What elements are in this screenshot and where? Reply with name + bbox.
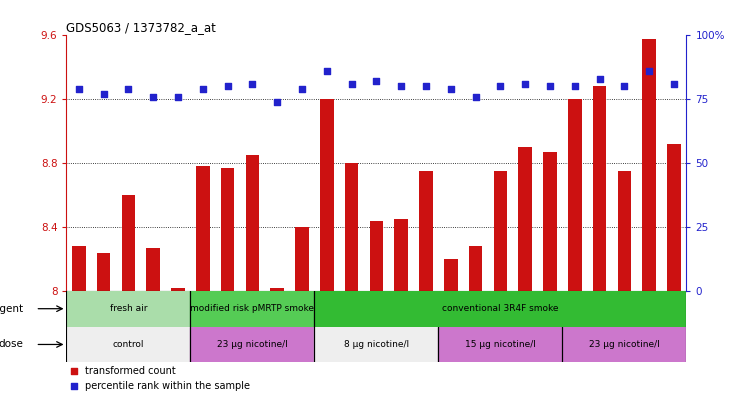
Point <box>469 94 481 100</box>
Point <box>445 86 457 92</box>
Bar <box>295 227 308 291</box>
Bar <box>270 288 284 291</box>
Point <box>668 81 680 87</box>
Text: dose: dose <box>0 340 23 349</box>
Text: 8 μg nicotine/l: 8 μg nicotine/l <box>344 340 409 349</box>
Bar <box>122 195 135 291</box>
Bar <box>314 327 438 362</box>
Point <box>172 94 184 100</box>
Bar <box>146 248 160 291</box>
Bar <box>97 252 111 291</box>
Point <box>221 83 233 90</box>
Text: 15 μg nicotine/l: 15 μg nicotine/l <box>465 340 536 349</box>
Bar <box>171 288 184 291</box>
Bar <box>494 171 507 291</box>
Bar <box>320 99 334 291</box>
Bar <box>469 246 483 291</box>
Point <box>494 83 506 90</box>
Bar <box>314 291 686 327</box>
Point <box>148 94 159 100</box>
Bar <box>190 327 314 362</box>
Text: 23 μg nicotine/l: 23 μg nicotine/l <box>589 340 660 349</box>
Point <box>438 313 450 320</box>
Text: conventional 3R4F smoke: conventional 3R4F smoke <box>442 304 559 313</box>
Text: percentile rank within the sample: percentile rank within the sample <box>85 381 250 391</box>
Point <box>569 83 581 90</box>
Bar <box>568 99 582 291</box>
Bar <box>66 327 190 362</box>
Point <box>438 174 450 180</box>
Bar <box>518 147 532 291</box>
Bar <box>66 291 190 327</box>
Point <box>272 99 283 105</box>
Point <box>246 81 258 87</box>
Point <box>520 81 531 87</box>
Text: modified risk pMRTP smoke: modified risk pMRTP smoke <box>190 304 314 313</box>
Bar <box>562 327 686 362</box>
Bar <box>246 155 259 291</box>
Point <box>618 83 630 90</box>
Bar <box>444 259 458 291</box>
Text: fresh air: fresh air <box>110 304 147 313</box>
Point <box>296 86 308 92</box>
Point <box>97 91 109 97</box>
Text: GDS5063 / 1373782_a_at: GDS5063 / 1373782_a_at <box>66 21 216 34</box>
Point <box>123 86 134 92</box>
Bar <box>190 291 314 327</box>
Bar <box>667 144 680 291</box>
Point <box>370 78 382 84</box>
Point <box>544 83 556 90</box>
Bar <box>221 168 235 291</box>
Bar <box>593 86 607 291</box>
Point <box>644 68 655 74</box>
Point <box>73 86 85 92</box>
Point <box>197 86 209 92</box>
Bar <box>543 152 556 291</box>
Text: transformed count: transformed count <box>85 366 176 376</box>
Point <box>420 83 432 90</box>
Bar <box>419 171 432 291</box>
Point <box>345 81 357 87</box>
Bar <box>72 246 86 291</box>
Point <box>593 75 605 82</box>
Bar <box>196 166 210 291</box>
Text: control: control <box>113 340 144 349</box>
Point <box>396 83 407 90</box>
Bar <box>438 327 562 362</box>
Point <box>321 68 333 74</box>
Text: agent: agent <box>0 304 23 314</box>
Bar <box>345 163 359 291</box>
Bar <box>394 219 408 291</box>
Bar <box>370 220 383 291</box>
Bar <box>618 171 631 291</box>
Text: 23 μg nicotine/l: 23 μg nicotine/l <box>217 340 288 349</box>
Bar <box>642 39 656 291</box>
